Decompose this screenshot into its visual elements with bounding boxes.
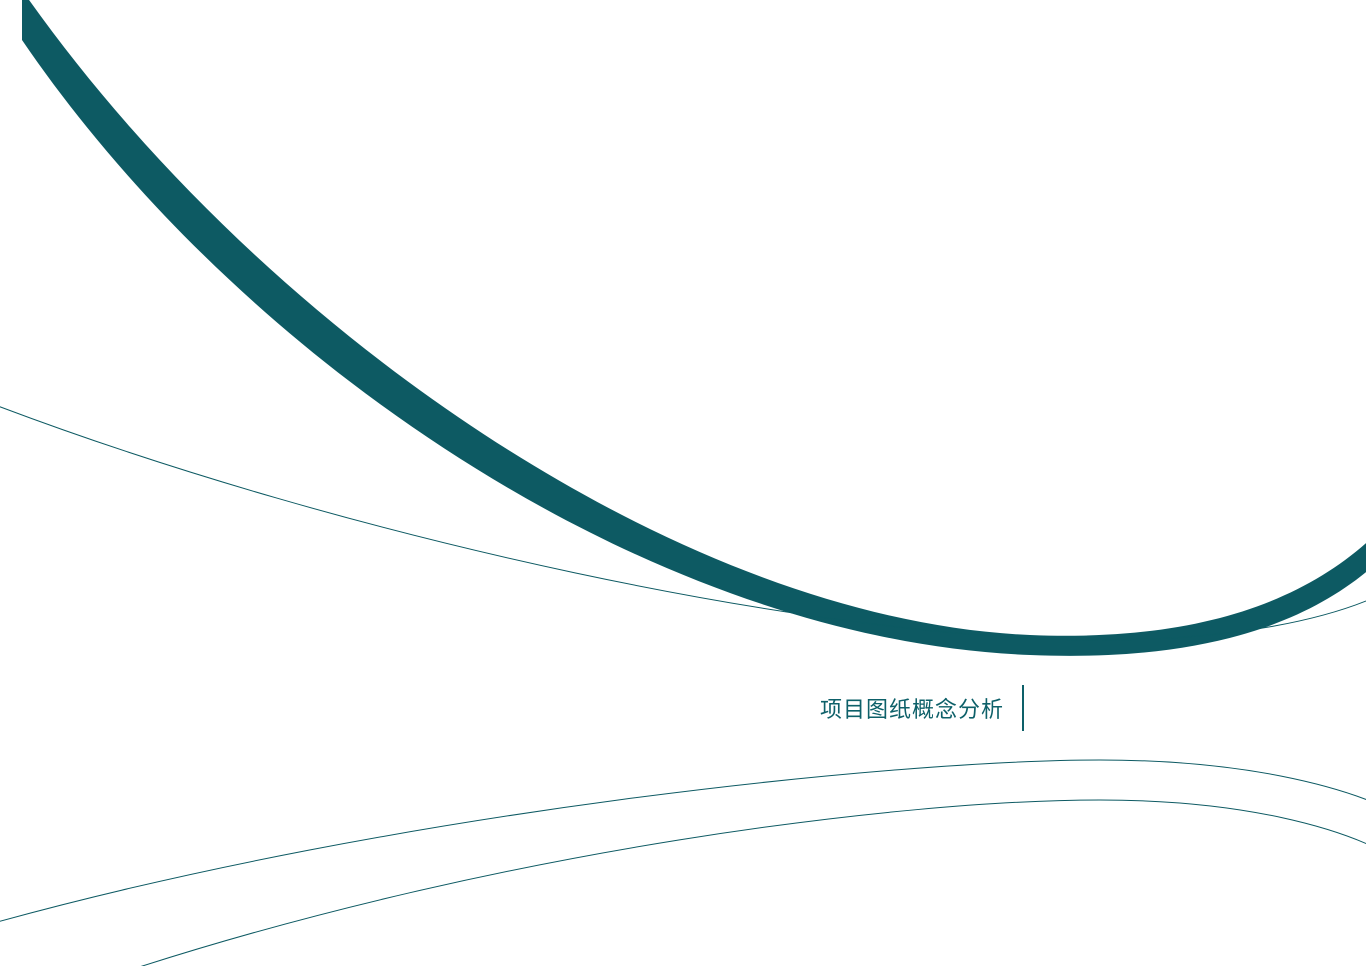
lower-curve-a <box>0 760 1366 924</box>
background-curves <box>0 0 1366 966</box>
title-block: 项目图纸概念分析 <box>820 685 1024 731</box>
thick-sweep-curve <box>22 0 1366 656</box>
lower-curve-b <box>130 800 1366 966</box>
page-title: 项目图纸概念分析 <box>820 692 1004 724</box>
mid-thin-curve <box>0 403 1366 640</box>
slide-canvas: 项目图纸概念分析 <box>0 0 1366 966</box>
title-divider <box>1022 685 1024 731</box>
